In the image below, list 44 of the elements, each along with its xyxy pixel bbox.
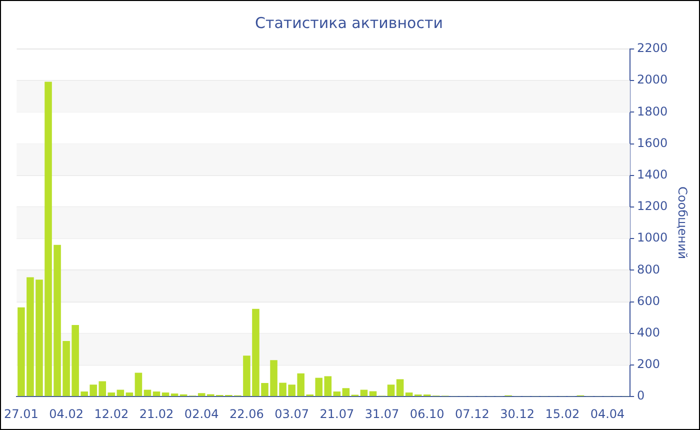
bar — [162, 392, 170, 396]
bar — [116, 390, 124, 396]
x-tick-label: 04.02 — [49, 406, 84, 421]
bar — [405, 392, 413, 396]
bar — [198, 393, 206, 396]
y-tick-label: 1600 — [637, 136, 668, 150]
x-tick-label: 02.04 — [184, 406, 219, 421]
bar — [333, 392, 341, 396]
x-tick-label: 06.10 — [410, 406, 444, 421]
x-tick-label: 07.12 — [455, 406, 490, 421]
y-tick-label: 1000 — [637, 230, 668, 245]
bar — [342, 388, 350, 396]
bar — [134, 372, 142, 396]
y-tick-label: 2000 — [637, 72, 668, 87]
x-tick-label: 27.01 — [4, 406, 38, 421]
bar — [387, 384, 395, 396]
x-tick-label: 22.06 — [230, 406, 264, 421]
x-tick-label: 21.02 — [139, 406, 174, 421]
bar — [170, 393, 178, 396]
bar — [152, 392, 160, 396]
x-tick-label: 04.04 — [590, 406, 625, 421]
y-tick-label: 2200 — [637, 41, 668, 56]
y-tick-label: 1800 — [637, 104, 668, 118]
y-tick-label: 800 — [637, 262, 660, 276]
y-tick-label: 1400 — [637, 168, 668, 182]
bar — [126, 392, 134, 396]
bar — [396, 379, 404, 396]
x-tick-label: 12.02 — [94, 406, 129, 421]
y-tick-label: 600 — [637, 294, 660, 308]
y-axis-title: Сообщений — [676, 186, 690, 260]
x-tick-label: 31.07 — [364, 406, 400, 421]
x-tick-label: 15.02 — [545, 406, 580, 421]
x-tick-label: 21.07 — [320, 406, 354, 421]
y-tick-label: 1200 — [637, 199, 668, 214]
bar — [369, 391, 377, 396]
y-tick-label: 0 — [637, 388, 645, 403]
y-tick-label: 200 — [637, 357, 660, 372]
x-tick-label: 30.12 — [500, 406, 534, 421]
x-tick-label: 03.07 — [274, 406, 309, 421]
bar — [360, 390, 368, 396]
bar — [144, 390, 152, 396]
chart-title: Статистика активности — [255, 14, 443, 32]
y-tick-label: 400 — [637, 326, 660, 340]
bar — [108, 392, 116, 396]
